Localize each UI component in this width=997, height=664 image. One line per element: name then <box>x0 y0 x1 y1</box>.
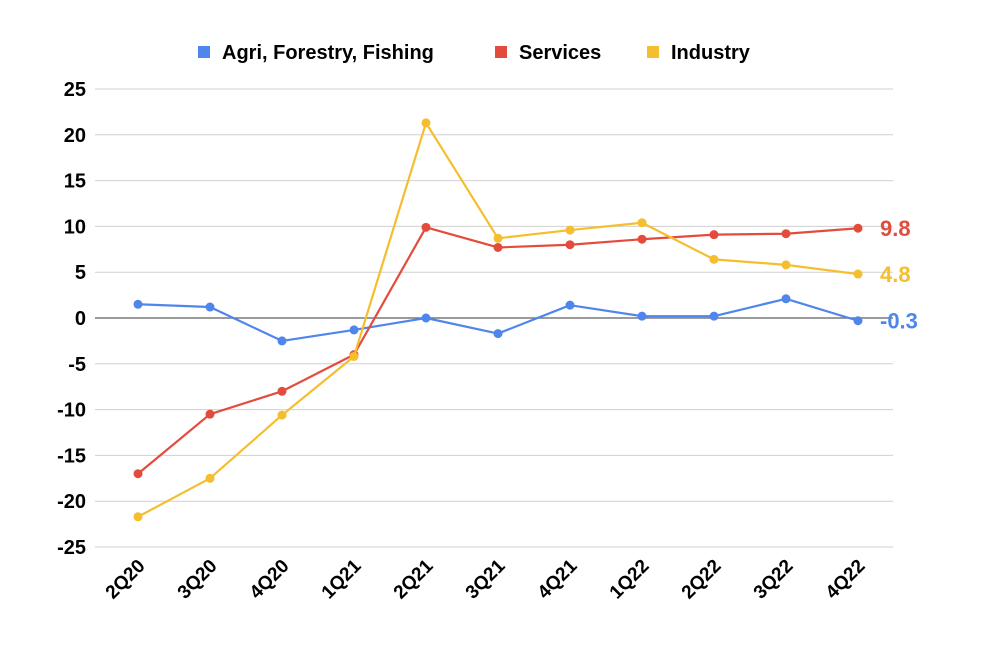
y-tick-label: 0 <box>75 308 86 330</box>
data-point <box>493 329 503 339</box>
y-tick-label: -20 <box>57 491 86 513</box>
y-tick-label: -25 <box>57 537 86 559</box>
x-tick-label: 4Q21 <box>534 555 582 603</box>
legend-swatch <box>495 46 507 58</box>
grid-lines <box>95 88 893 548</box>
legend-label: Services <box>519 42 601 64</box>
data-point <box>853 223 863 233</box>
x-tick-label: 2Q20 <box>102 556 150 604</box>
data-point <box>637 311 647 321</box>
data-point <box>421 222 431 232</box>
data-point <box>493 233 503 243</box>
x-tick-label: 3Q21 <box>462 555 510 603</box>
data-point <box>493 242 503 252</box>
data-point <box>205 409 215 419</box>
x-tick-label: 3Q22 <box>750 556 798 604</box>
x-tick-label: 2Q22 <box>678 556 726 604</box>
data-point <box>421 118 431 128</box>
data-point <box>637 234 647 244</box>
end-labels: -0.3 9.8 4.8 <box>880 216 918 334</box>
x-tick-label: 2Q21 <box>390 555 438 603</box>
data-point <box>133 512 143 522</box>
x-axis-ticks: 2Q20 3Q20 4Q20 1Q21 2Q21 3Q21 4Q21 1Q22 2Q22 3Q22… <box>102 555 870 603</box>
series-lines <box>133 118 863 522</box>
x-tick-label: 1Q22 <box>606 556 654 604</box>
data-point <box>133 469 143 479</box>
data-point <box>637 218 647 228</box>
data-point <box>349 325 359 335</box>
data-point <box>853 316 863 326</box>
data-point <box>781 229 791 239</box>
y-tick-label: -15 <box>57 445 86 467</box>
legend-swatch <box>198 46 210 58</box>
x-tick-label: 4Q22 <box>822 556 870 604</box>
end-value-label: 9.8 <box>880 216 911 241</box>
data-point <box>709 254 719 264</box>
y-tick-label: -5 <box>68 354 86 376</box>
end-value-label: -0.3 <box>880 309 918 334</box>
data-point <box>709 311 719 321</box>
data-point <box>205 473 215 483</box>
y-tick-label: 5 <box>75 262 86 284</box>
y-tick-label: 20 <box>64 125 86 147</box>
data-point <box>781 260 791 270</box>
end-value-label: 4.8 <box>880 262 911 287</box>
data-point <box>277 410 287 420</box>
data-point <box>565 240 575 250</box>
y-tick-label: 25 <box>64 79 86 101</box>
data-point <box>565 225 575 235</box>
series-line <box>137 226 859 475</box>
series-1 <box>133 222 863 479</box>
y-tick-label: 15 <box>64 171 86 193</box>
x-tick-label: 3Q20 <box>174 556 222 604</box>
data-point <box>565 300 575 310</box>
legend-label: Agri, Forestry, Fishing <box>222 42 434 64</box>
x-tick-label: 4Q20 <box>246 556 294 604</box>
data-point <box>853 269 863 279</box>
series-2 <box>133 118 863 522</box>
legend: Agri, Forestry, Fishing Services Industry <box>198 42 751 64</box>
data-point <box>277 336 287 346</box>
data-point <box>349 351 359 361</box>
y-tick-label: 10 <box>64 216 86 238</box>
data-point <box>277 386 287 396</box>
data-point <box>421 313 431 323</box>
y-tick-label: -10 <box>57 400 86 422</box>
series-0 <box>133 294 863 346</box>
series-line <box>137 121 859 518</box>
data-point <box>781 294 791 304</box>
data-point <box>205 302 215 312</box>
data-point <box>709 230 719 240</box>
data-point <box>133 299 143 309</box>
legend-swatch <box>647 46 659 58</box>
y-axis-ticks: 25 20 15 10 5 0 -5 -10 -15 -20 -25 <box>57 79 86 559</box>
x-tick-label: 1Q21 <box>318 555 366 603</box>
legend-label: Industry <box>671 42 751 64</box>
